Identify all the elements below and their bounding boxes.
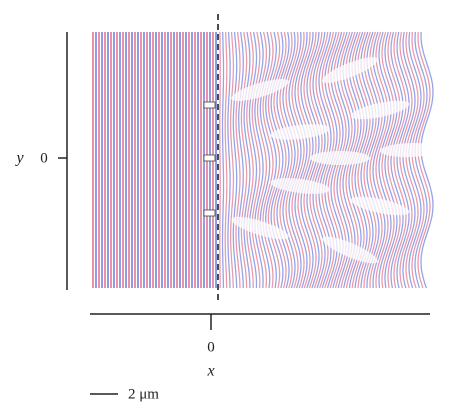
wave-stripe bbox=[294, 31, 308, 289]
wave-stripe bbox=[399, 31, 413, 289]
wave-stripe bbox=[291, 31, 305, 289]
wave-stripe bbox=[372, 31, 386, 289]
wave-stripe bbox=[381, 31, 395, 289]
wave-stripe bbox=[384, 31, 398, 289]
x-label: x bbox=[206, 363, 214, 380]
wave-stripe bbox=[267, 31, 281, 289]
nodal-region bbox=[322, 236, 378, 264]
wave-stripe bbox=[417, 31, 431, 289]
wave-stripe bbox=[251, 31, 261, 289]
wave-stripe bbox=[221, 31, 225, 288]
slit bbox=[203, 154, 216, 162]
wave-stripe bbox=[227, 31, 231, 289]
nodal-region bbox=[270, 124, 330, 140]
nodal-region bbox=[231, 78, 289, 102]
wave-stripe bbox=[288, 31, 302, 289]
wave-stripe bbox=[387, 31, 401, 289]
wave-stripe bbox=[369, 31, 383, 289]
nodal-region bbox=[310, 151, 370, 165]
y-tick-label: 0 bbox=[40, 150, 48, 166]
wave-stripe bbox=[224, 31, 228, 289]
wave-stripe bbox=[396, 31, 410, 289]
wave-stripe bbox=[279, 31, 293, 289]
nodal-region bbox=[350, 196, 410, 216]
wave-stripe bbox=[262, 31, 274, 289]
wave-stripe bbox=[259, 31, 271, 289]
wave-stripe bbox=[229, 31, 235, 289]
wave-stripe bbox=[246, 31, 254, 288]
slit bbox=[203, 101, 216, 109]
x-tick-label: 0 bbox=[207, 339, 215, 355]
wave-stripe bbox=[378, 31, 392, 289]
wave-stripe bbox=[408, 31, 422, 289]
wave-stripe bbox=[243, 31, 251, 288]
wave-stripe bbox=[393, 31, 407, 289]
wave-stripe bbox=[411, 31, 425, 289]
y-label: y bbox=[14, 150, 24, 167]
wave-stripe bbox=[273, 31, 287, 289]
wave-stripe bbox=[390, 31, 404, 289]
nodal-region bbox=[270, 178, 330, 194]
wave-stripe bbox=[402, 31, 416, 289]
wave-stripe bbox=[420, 31, 434, 289]
wave-stripe bbox=[276, 31, 290, 289]
wave-stripe bbox=[270, 31, 284, 289]
wave-stripe bbox=[265, 31, 277, 289]
slit bbox=[203, 209, 216, 217]
wave-field bbox=[92, 31, 440, 289]
wave-stripe bbox=[232, 31, 238, 289]
nodal-region bbox=[380, 142, 440, 158]
wave-stripe bbox=[235, 31, 241, 289]
slits bbox=[203, 101, 216, 217]
wave-stripe bbox=[238, 31, 244, 289]
scale-bar-label: 2 μm bbox=[128, 386, 159, 402]
wave-stripe bbox=[405, 31, 419, 289]
wave-stripe bbox=[248, 31, 258, 289]
wave-stripe bbox=[256, 31, 268, 289]
wave-stripe bbox=[254, 31, 264, 289]
wave-stripe bbox=[375, 31, 389, 289]
wave-stripe bbox=[297, 31, 311, 289]
nodal-region bbox=[231, 216, 289, 240]
wave-stripe bbox=[414, 31, 428, 289]
wave-stripe bbox=[285, 31, 299, 289]
nodal-region bbox=[322, 57, 378, 83]
wave-stripe bbox=[282, 31, 296, 289]
wave-stripe bbox=[240, 31, 248, 289]
nodal-region bbox=[350, 100, 410, 120]
